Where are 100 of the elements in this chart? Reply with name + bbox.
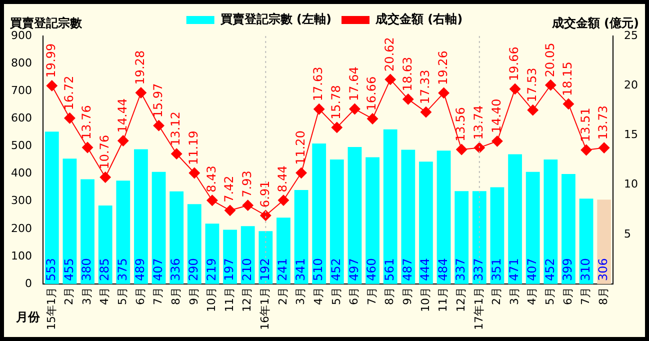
data-label: 19.26 [436, 50, 450, 85]
data-label: 510 [311, 258, 326, 282]
data-label: 13.12 [168, 111, 183, 146]
data-label: 20.62 [382, 37, 396, 72]
data-label: 15.78 [329, 85, 344, 120]
bar [454, 191, 469, 284]
point [598, 142, 610, 154]
legend-label: 買賣登記宗數 (左軸) [219, 12, 332, 26]
y-tick-label: 600 [10, 112, 32, 125]
point [188, 168, 200, 178]
y-tick-label: 200 [10, 222, 32, 235]
data-label: 16.66 [364, 76, 379, 111]
data-label: 6.91 [258, 180, 272, 208]
x-tick-label: 15年1月 [44, 287, 58, 330]
point [314, 104, 325, 115]
x-tick-label: 7月 [365, 287, 378, 306]
point [153, 120, 164, 132]
data-label: 399 [560, 258, 575, 282]
data-label: 337 [472, 258, 486, 282]
point [278, 194, 289, 206]
x-tick-label: 10月 [418, 287, 432, 312]
bar [44, 132, 59, 284]
bar [223, 230, 237, 284]
bar [472, 191, 486, 284]
data-label: 310 [578, 258, 592, 282]
data-label: 351 [489, 258, 504, 282]
x-tick-label: 8月 [383, 287, 396, 306]
data-label: 18.15 [560, 62, 575, 96]
x-tick-label: 11月 [222, 287, 236, 312]
data-label: 452 [329, 258, 344, 282]
x-tick-label: 2月 [62, 287, 76, 306]
bar [508, 154, 522, 284]
data-label: 13.73 [596, 105, 610, 140]
y-tick-label: 900 [10, 28, 32, 42]
data-label: 375 [115, 258, 130, 282]
x-tick-label: 5月 [330, 287, 343, 306]
y-tick-label: 300 [10, 194, 32, 208]
bar [80, 179, 94, 284]
x-tick-label: 9月 [401, 287, 414, 306]
x-tick-label: 12月 [240, 287, 254, 312]
point [64, 112, 76, 124]
data-label: 13.74 [472, 105, 486, 140]
data-label: 553 [44, 258, 58, 282]
bar [401, 150, 416, 284]
x-tick-label: 17年1月 [472, 287, 486, 330]
data-label: 471 [507, 258, 522, 282]
x-tick-label: 10月 [205, 287, 218, 312]
y2-tick-label: 5 [624, 227, 632, 240]
point [100, 172, 111, 183]
data-label: 452 [542, 258, 557, 282]
bar [98, 205, 112, 284]
x-tick-label: 16年1月 [258, 287, 272, 330]
x-tick-label: 6月 [561, 287, 574, 306]
bar [419, 162, 433, 284]
point [510, 83, 521, 94]
data-label: 337 [454, 258, 468, 282]
bar [562, 174, 576, 284]
point [402, 94, 414, 105]
point [456, 144, 468, 155]
point [527, 104, 538, 116]
data-label: 13.51 [578, 108, 592, 142]
point [242, 200, 254, 211]
x-tick-label: 5月 [544, 287, 557, 306]
data-label: 8.43 [204, 166, 218, 192]
x-tick-label: 5月 [116, 287, 130, 306]
x-tick-label: 2月 [276, 287, 290, 306]
data-label: 14.40 [489, 98, 504, 134]
point [46, 80, 58, 92]
data-label: 241 [276, 258, 290, 282]
bar [276, 218, 290, 284]
data-label: 13.56 [454, 107, 468, 142]
point [367, 113, 378, 124]
data-label: 17.63 [311, 66, 326, 102]
bar [294, 190, 308, 284]
data-label: 19.66 [507, 46, 522, 81]
data-label: 219 [204, 258, 218, 282]
bar [383, 129, 398, 284]
point [580, 144, 592, 156]
x-tick-label: 9月 [187, 287, 200, 306]
x-tick-label: 7月 [579, 287, 592, 306]
data-label: 14.44 [115, 98, 130, 133]
data-label: 192 [258, 258, 272, 282]
data-label: 10.76 [97, 134, 112, 170]
point [135, 87, 146, 98]
data-label: 444 [418, 258, 432, 282]
bar [134, 149, 148, 284]
point [206, 194, 218, 206]
x-tick-label: 8月 [596, 287, 610, 306]
y-tick-label: 400 [10, 166, 32, 180]
x-tick-label: 11月 [436, 287, 450, 312]
data-label: 13.76 [80, 105, 94, 140]
data-label: 11.19 [186, 130, 201, 165]
x-tick-label: 3月 [508, 287, 521, 306]
data-label: 19.28 [133, 50, 148, 85]
y2-tick-label: 10 [624, 178, 638, 191]
data-label: 18.63 [400, 56, 414, 92]
data-label: 210 [240, 258, 254, 282]
data-label: 16.72 [62, 76, 76, 110]
point [224, 204, 236, 216]
bar [152, 172, 166, 284]
